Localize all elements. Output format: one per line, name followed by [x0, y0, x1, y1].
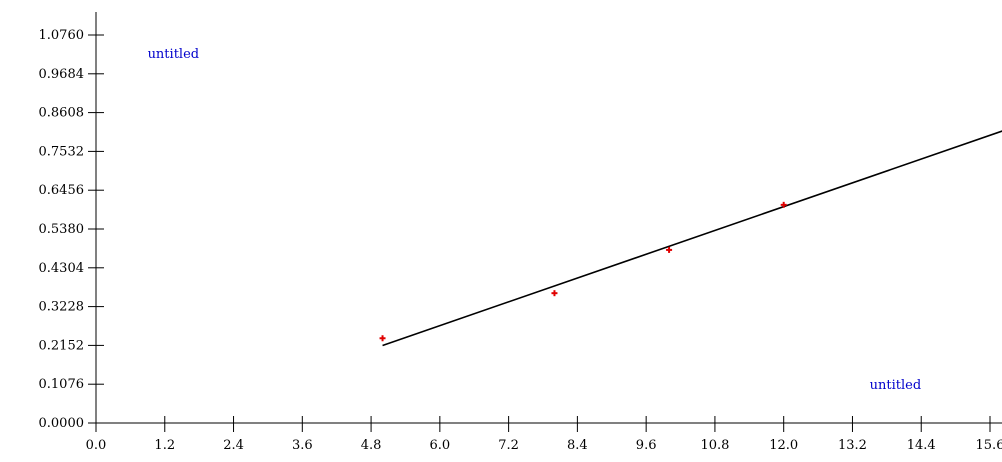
y-tick-label: 0.9684	[39, 67, 85, 82]
x-tick-label: 7.2	[498, 438, 519, 453]
x-tick-label: 1.2	[154, 438, 175, 453]
x-tick-label: 15.6	[976, 438, 1002, 453]
data-point	[379, 335, 386, 342]
y-tick-label: 0.2152	[39, 338, 85, 353]
y-tick-label: 1.0760	[39, 28, 85, 43]
data-point	[551, 290, 558, 297]
x-tick-label: 3.6	[292, 438, 313, 453]
y-tick-label: 0.7532	[39, 144, 85, 159]
x-tick-label: 8.4	[567, 438, 588, 453]
y-tick-label: 0.4304	[39, 261, 85, 276]
x-tick-label: 2.4	[223, 438, 244, 453]
untitled-label: untitled	[870, 378, 922, 393]
x-tick-label: 6.0	[430, 438, 451, 453]
data-point	[666, 246, 673, 253]
data-point	[780, 201, 787, 208]
x-tick-label: 10.8	[700, 438, 729, 453]
y-tick-label: 0.8608	[39, 106, 85, 121]
x-tick-label: 12.0	[769, 438, 798, 453]
untitled-label: untitled	[148, 47, 200, 62]
x-tick-label: 0.0	[86, 438, 107, 453]
x-tick-label: 14.4	[907, 438, 936, 453]
y-tick-label: 0.1076	[39, 377, 85, 392]
y-tick-label: 0.3228	[39, 300, 85, 315]
x-tick-label: 13.2	[838, 438, 867, 453]
y-tick-label: 0.5380	[39, 222, 85, 237]
y-tick-label: 0.6456	[39, 183, 85, 198]
x-tick-label: 4.8	[361, 438, 382, 453]
fit-line	[382, 130, 1002, 347]
x-tick-label: 9.6	[636, 438, 657, 453]
y-tick-label: 0.0000	[39, 416, 85, 431]
